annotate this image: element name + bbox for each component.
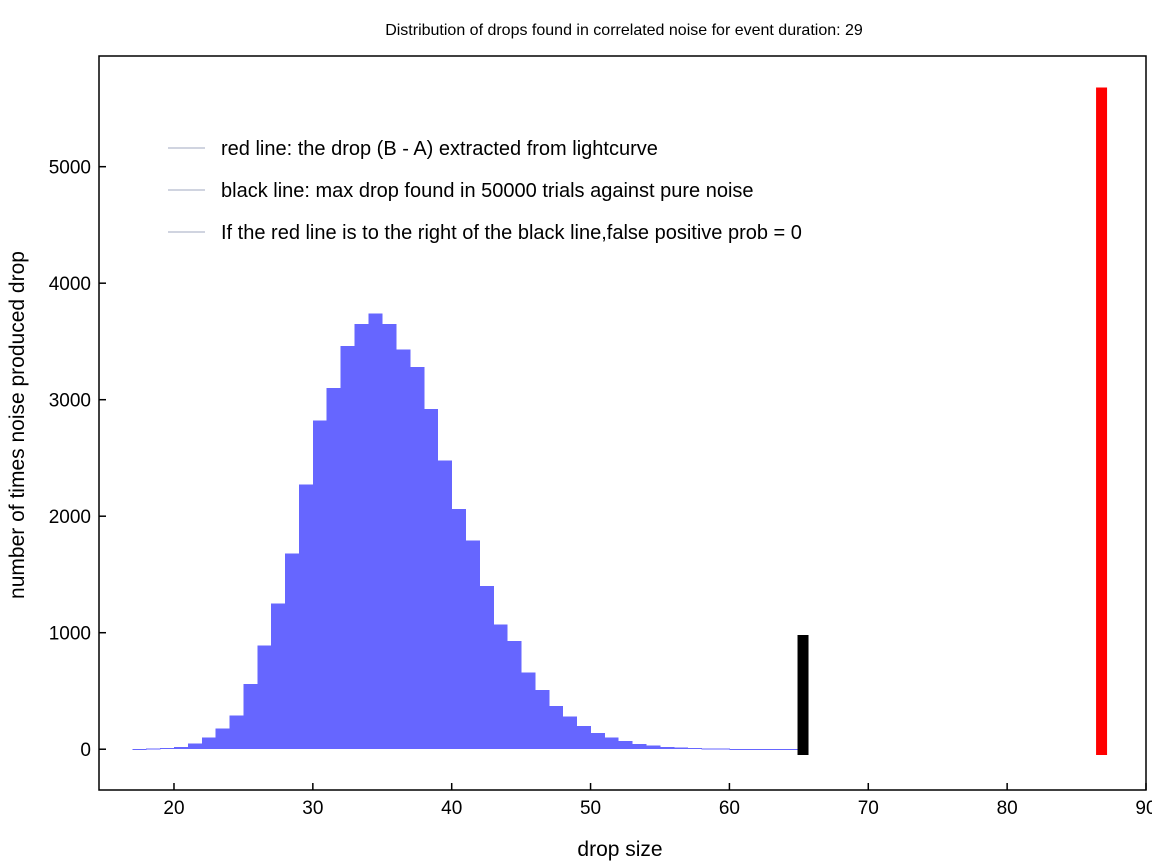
histogram-bar xyxy=(271,603,286,750)
x-tick-label: 90 xyxy=(1135,798,1152,819)
histogram-bar xyxy=(396,349,411,750)
histogram-bar xyxy=(590,732,605,750)
y-tick-label: 3000 xyxy=(49,391,91,412)
y-tick-label: 2000 xyxy=(49,507,91,528)
legend-entry: If the red line is to the right of the b… xyxy=(221,222,802,244)
histogram-bar xyxy=(479,586,494,750)
histogram-bar xyxy=(201,737,217,750)
histogram-bar xyxy=(673,747,689,750)
histogram-bar xyxy=(784,749,800,751)
x-tick-label: 30 xyxy=(302,798,323,819)
histogram-bar xyxy=(437,460,453,750)
y-tick-label: 4000 xyxy=(49,274,91,295)
histogram-bar xyxy=(548,706,564,750)
y-tick-label: 0 xyxy=(80,740,91,761)
histogram-bar xyxy=(659,746,675,750)
histogram-bar xyxy=(757,748,772,750)
histogram-bar xyxy=(215,728,230,750)
x-tick-label: 50 xyxy=(580,798,601,819)
x-axis-label: drop size xyxy=(577,838,662,861)
histogram-bar xyxy=(771,748,786,750)
histogram-bar xyxy=(298,484,314,750)
histogram-bar xyxy=(187,743,203,750)
histogram-bar xyxy=(576,725,591,750)
x-tick-label: 70 xyxy=(858,798,879,819)
x-axis: 20 30 40 50 60 70 80 90 xyxy=(163,783,1152,819)
histogram-bar xyxy=(423,409,439,750)
histogram-bar xyxy=(646,745,661,750)
histogram-bar xyxy=(229,715,244,750)
histogram-bar xyxy=(493,624,508,750)
plot-frame xyxy=(98,55,1147,791)
histogram-bar xyxy=(132,748,147,750)
histogram-bar xyxy=(285,553,300,750)
x-tick-label: 40 xyxy=(441,798,462,819)
histogram-bar xyxy=(465,540,480,750)
legend-entry: black line: max drop found in 50000 tria… xyxy=(221,180,754,202)
y-axis: 0 1000 2000 3000 4000 5000 xyxy=(49,158,106,761)
histogram-bar xyxy=(173,746,189,750)
x-tick-label: 60 xyxy=(719,798,740,819)
y-tick-label: 5000 xyxy=(49,158,91,179)
histogram-bar xyxy=(368,313,383,750)
histogram-bar xyxy=(160,748,175,750)
chart-title: Distribution of drops found in correlate… xyxy=(385,22,863,39)
x-tick-label: 20 xyxy=(163,798,184,819)
plot-area xyxy=(132,87,1108,756)
histogram-bar xyxy=(618,741,633,750)
histogram-bar xyxy=(340,346,355,750)
histogram-bar xyxy=(521,672,536,750)
legend-entry: red line: the drop (B - A) extracted fro… xyxy=(221,138,658,160)
histogram-bar xyxy=(326,388,342,750)
legend: red line: the drop (B - A) extracted fro… xyxy=(168,138,802,244)
histogram-bar xyxy=(743,748,758,750)
histogram-bar xyxy=(701,748,716,750)
histogram-bar xyxy=(451,509,466,750)
histogram-bar xyxy=(632,743,647,750)
histogram-bar xyxy=(410,367,425,750)
histogram-bar xyxy=(604,737,619,750)
histogram-bar xyxy=(715,748,730,750)
histogram-bar xyxy=(507,640,522,750)
histogram-bar xyxy=(535,689,550,750)
y-tick-label: 1000 xyxy=(49,624,91,645)
histogram-bar xyxy=(562,716,578,750)
histogram-bar xyxy=(146,748,161,750)
histogram-bar xyxy=(312,420,328,750)
y-axis-label: number of times noise produced drop xyxy=(6,251,29,599)
x-tick-label: 80 xyxy=(997,798,1018,819)
histogram-bar xyxy=(243,683,258,750)
histogram-bar xyxy=(382,323,397,750)
histogram-bar xyxy=(354,323,369,750)
histogram-bar xyxy=(687,748,703,750)
histogram-bar xyxy=(257,645,272,750)
histogram-bar xyxy=(729,748,744,750)
